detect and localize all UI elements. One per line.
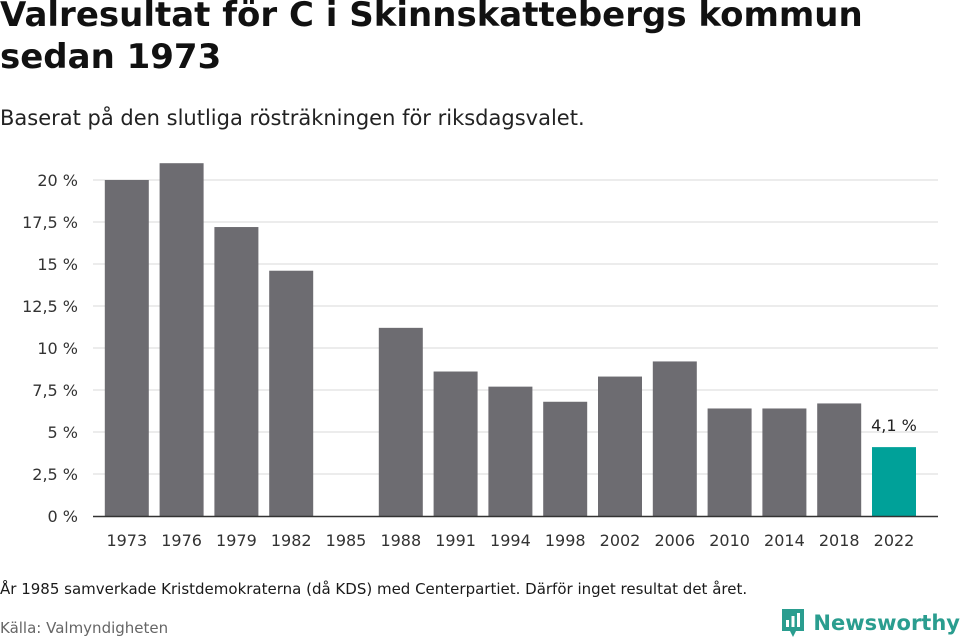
chart-title: Valresultat för C i Skinnskattebergs kom… bbox=[0, 0, 863, 77]
y-tick-label: 10 % bbox=[37, 339, 78, 358]
bar-chart: 0 % 2,5 % 5 % 7,5 % 10 % 12,5 % 15 % 17,5 % 20 %… bbox=[22, 163, 938, 550]
bar-1973 bbox=[104, 180, 149, 516]
y-tick-label: 7,5 % bbox=[32, 381, 78, 400]
y-tick-label: 0 % bbox=[48, 507, 78, 526]
bars bbox=[104, 163, 916, 517]
bar-2018 bbox=[817, 403, 862, 516]
bar-1982 bbox=[269, 270, 314, 516]
source-text: Källa: Valmyndigheten bbox=[0, 619, 169, 637]
y-axis-tick-labels: 0 % 2,5 % 5 % 7,5 % 10 % 12,5 % 15 % 17,5 % 20 % bbox=[22, 171, 78, 526]
x-tick-label: 1982 bbox=[271, 531, 312, 550]
x-tick-label: 1979 bbox=[216, 531, 257, 550]
newsworthy-logo-icon bbox=[782, 609, 805, 637]
x-tick-label: 2010 bbox=[709, 531, 750, 550]
x-tick-label: 2022 bbox=[874, 531, 915, 550]
x-tick-label: 2014 bbox=[764, 531, 805, 550]
bar-1998 bbox=[543, 401, 588, 516]
bar-2010 bbox=[707, 408, 752, 516]
bar-2014 bbox=[762, 408, 807, 516]
y-tick-label: 17,5 % bbox=[22, 213, 78, 232]
highlight-data-label: 4,1 % bbox=[871, 416, 917, 435]
x-tick-label: 2002 bbox=[600, 531, 641, 550]
footnote: År 1985 samverkade Kristdemokraterna (då… bbox=[0, 580, 748, 598]
x-tick-label: 2006 bbox=[654, 531, 695, 550]
y-tick-label: 12,5 % bbox=[22, 297, 78, 316]
x-tick-label: 1994 bbox=[490, 531, 531, 550]
bar-2002 bbox=[598, 376, 642, 516]
bar-1994 bbox=[488, 386, 533, 516]
bar-1976 bbox=[159, 163, 204, 516]
bar-2022 bbox=[872, 447, 916, 516]
bar-1979 bbox=[214, 227, 259, 517]
x-tick-label: 1985 bbox=[326, 531, 367, 550]
bar-1988 bbox=[378, 327, 423, 516]
x-tick-label: 2018 bbox=[819, 531, 860, 550]
x-tick-label: 1988 bbox=[380, 531, 421, 550]
x-tick-label: 1991 bbox=[435, 531, 476, 550]
x-tick-label: 1998 bbox=[545, 531, 586, 550]
y-tick-label: 5 % bbox=[48, 423, 78, 442]
y-tick-label: 2,5 % bbox=[32, 465, 78, 484]
bar-1991 bbox=[433, 371, 478, 516]
brand-logo: Newsworthy bbox=[780, 606, 960, 640]
x-axis-tick-labels: 1973 1976 1979 1982 1985 1988 1991 1994 1998 2002… bbox=[106, 531, 914, 550]
x-tick-label: 1976 bbox=[161, 531, 202, 550]
x-tick-label: 1973 bbox=[106, 531, 147, 550]
chart-subtitle: Baserat på den slutliga rösträkningen fö… bbox=[0, 106, 585, 130]
bar-2006 bbox=[652, 361, 697, 516]
y-tick-label: 15 % bbox=[37, 255, 78, 274]
y-tick-label: 20 % bbox=[37, 171, 78, 190]
brand-name: Newsworthy bbox=[813, 611, 960, 635]
